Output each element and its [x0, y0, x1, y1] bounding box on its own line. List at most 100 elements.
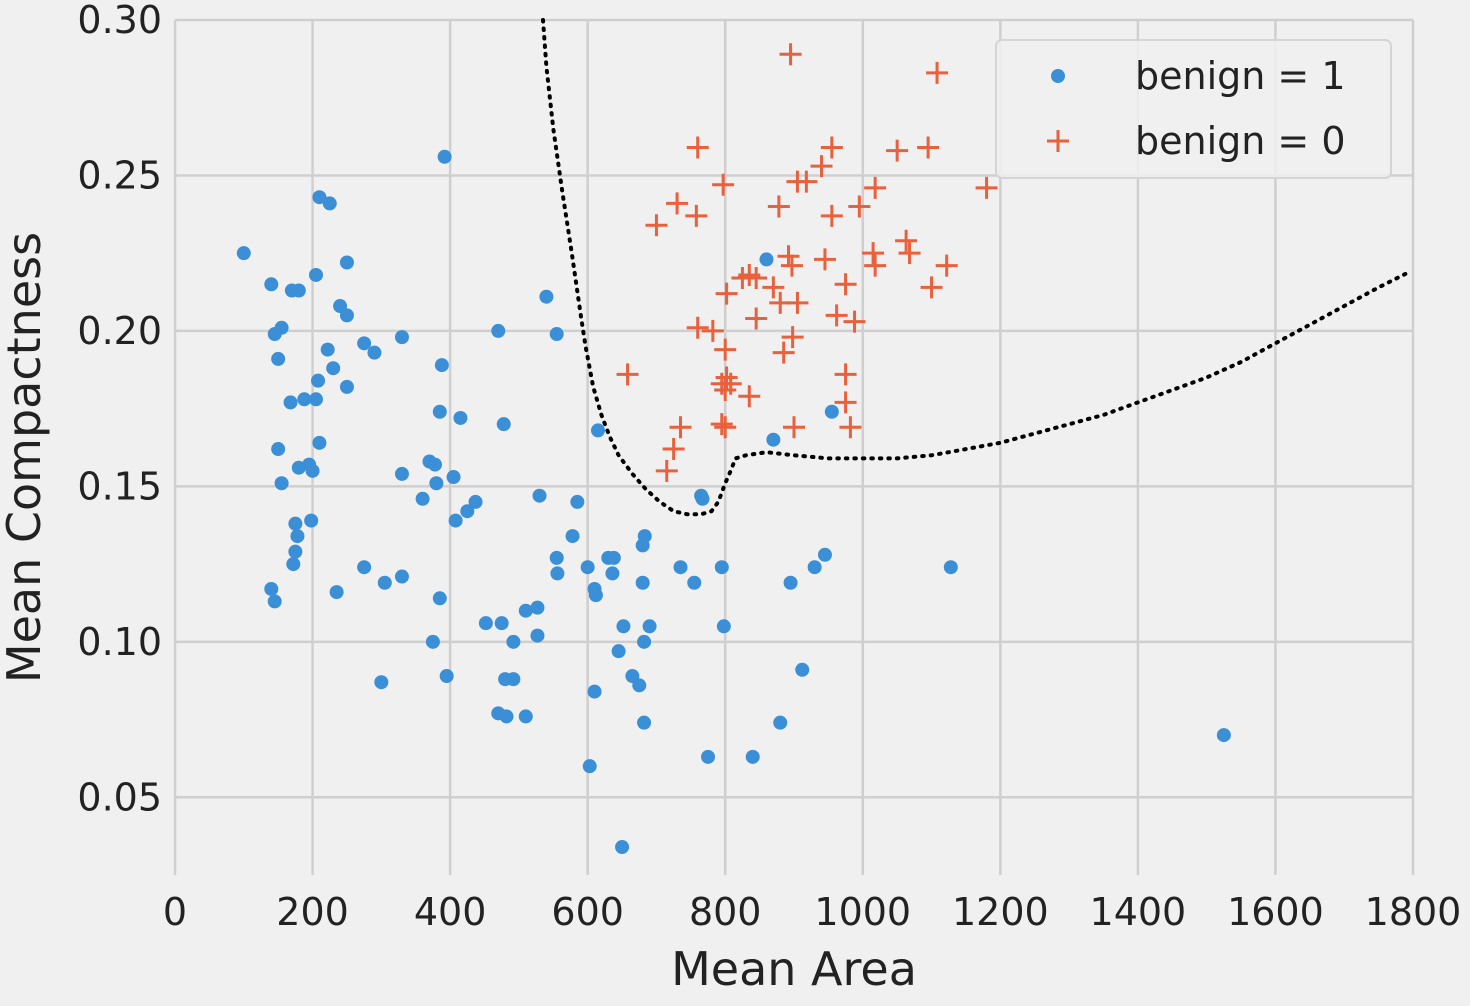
decision-boundary [541, 18, 1412, 517]
malignant-point [935, 254, 958, 277]
benign-point [615, 840, 630, 855]
benign-point [549, 327, 564, 342]
legend-box [995, 39, 1392, 179]
malignant-point [780, 254, 803, 277]
malignant-point [895, 229, 918, 252]
benign-point [632, 678, 647, 693]
benign-point [322, 196, 337, 211]
benign-point [274, 476, 289, 491]
malignant-point [772, 341, 795, 364]
malignant-point [669, 416, 692, 439]
malignant-point [820, 136, 843, 159]
x-tick-label: 1200 [952, 890, 1049, 934]
malignant-point [920, 276, 943, 299]
benign-point [716, 619, 731, 634]
benign-point [339, 379, 354, 394]
y-axis-label: Mean Compactness [0, 232, 51, 683]
benign-point [432, 591, 447, 606]
benign-point [434, 358, 449, 373]
benign-point [588, 588, 603, 603]
benign-point [453, 410, 468, 425]
benign-point [637, 634, 652, 649]
benign-point [695, 491, 710, 506]
benign-point [766, 432, 781, 447]
malignant-point [779, 43, 802, 66]
malignant-point [714, 338, 737, 361]
benign-point [264, 277, 279, 292]
malignant-point [834, 363, 857, 386]
legend-label-1: benign = 1 [1135, 54, 1346, 98]
malignant-point [616, 363, 639, 386]
benign-point [271, 442, 286, 457]
benign-point [687, 575, 702, 590]
benign-point [673, 560, 688, 575]
x-tick-labels: 0 200 400 600 800 1000 1200 1400 1600 1800 [163, 890, 1461, 934]
benign-point [432, 404, 447, 419]
benign-point [549, 550, 564, 565]
y-tick-label: 0.30 [77, 0, 162, 42]
benign-point [611, 644, 626, 659]
benign-point [550, 566, 565, 581]
benign-point [491, 323, 506, 338]
benign-point [290, 529, 305, 544]
malignant-point [813, 248, 836, 271]
benign-point [582, 759, 597, 774]
benign-point [773, 715, 788, 730]
decision-boundary-line [541, 18, 1412, 517]
malignant-point [715, 282, 738, 305]
benign-point [288, 516, 303, 531]
x-tick-label: 1600 [1227, 890, 1324, 934]
malignant-point [686, 136, 709, 159]
malignant-point [710, 413, 733, 436]
benign-point [590, 423, 605, 438]
x-tick-label: 200 [276, 890, 349, 934]
malignant-point [834, 273, 857, 296]
benign-point [783, 575, 798, 590]
benign-point [429, 476, 444, 491]
benign-point [496, 417, 511, 432]
malignant-point [820, 204, 843, 227]
benign-point [587, 684, 602, 699]
benign-point [824, 404, 839, 419]
x-tick-label: 0 [163, 890, 187, 934]
legend-marker-2 [1047, 130, 1069, 152]
malignant-point [848, 195, 871, 218]
malignant-point [843, 310, 866, 333]
benign-point [308, 267, 323, 282]
benign-point [506, 634, 521, 649]
malignant-point [795, 170, 818, 193]
benign-point [478, 616, 493, 631]
malignant-point [712, 173, 735, 196]
benign-point [427, 457, 442, 472]
benign-point [377, 575, 392, 590]
malignant-point [685, 204, 708, 227]
malignant-point [786, 291, 809, 314]
benign-point [565, 529, 580, 544]
y-tick-label: 0.15 [77, 464, 162, 508]
benign-point [311, 373, 326, 388]
malignant-point [825, 304, 848, 327]
malignant-point [701, 319, 724, 342]
malignant-point [686, 316, 709, 339]
benign-point [701, 749, 716, 764]
malignant-point [662, 438, 685, 461]
benign-point [616, 619, 631, 634]
benign-point [539, 289, 554, 304]
benign-point [642, 619, 657, 634]
x-axis-label: Mean Area [671, 942, 917, 996]
benign-point [637, 529, 652, 544]
benign-point [339, 255, 354, 270]
benign-point [271, 351, 286, 366]
benign-point [283, 395, 298, 410]
benign-point [460, 504, 475, 519]
malignant-point [834, 391, 857, 414]
malignant-point [655, 459, 678, 482]
benign-point [425, 634, 440, 649]
legend: benign = 1 benign = 0 [995, 39, 1392, 179]
benign-point [468, 494, 483, 509]
benign-point [943, 560, 958, 575]
benign-point [448, 513, 463, 528]
benign-point [506, 672, 521, 687]
malignant-point [666, 192, 689, 215]
